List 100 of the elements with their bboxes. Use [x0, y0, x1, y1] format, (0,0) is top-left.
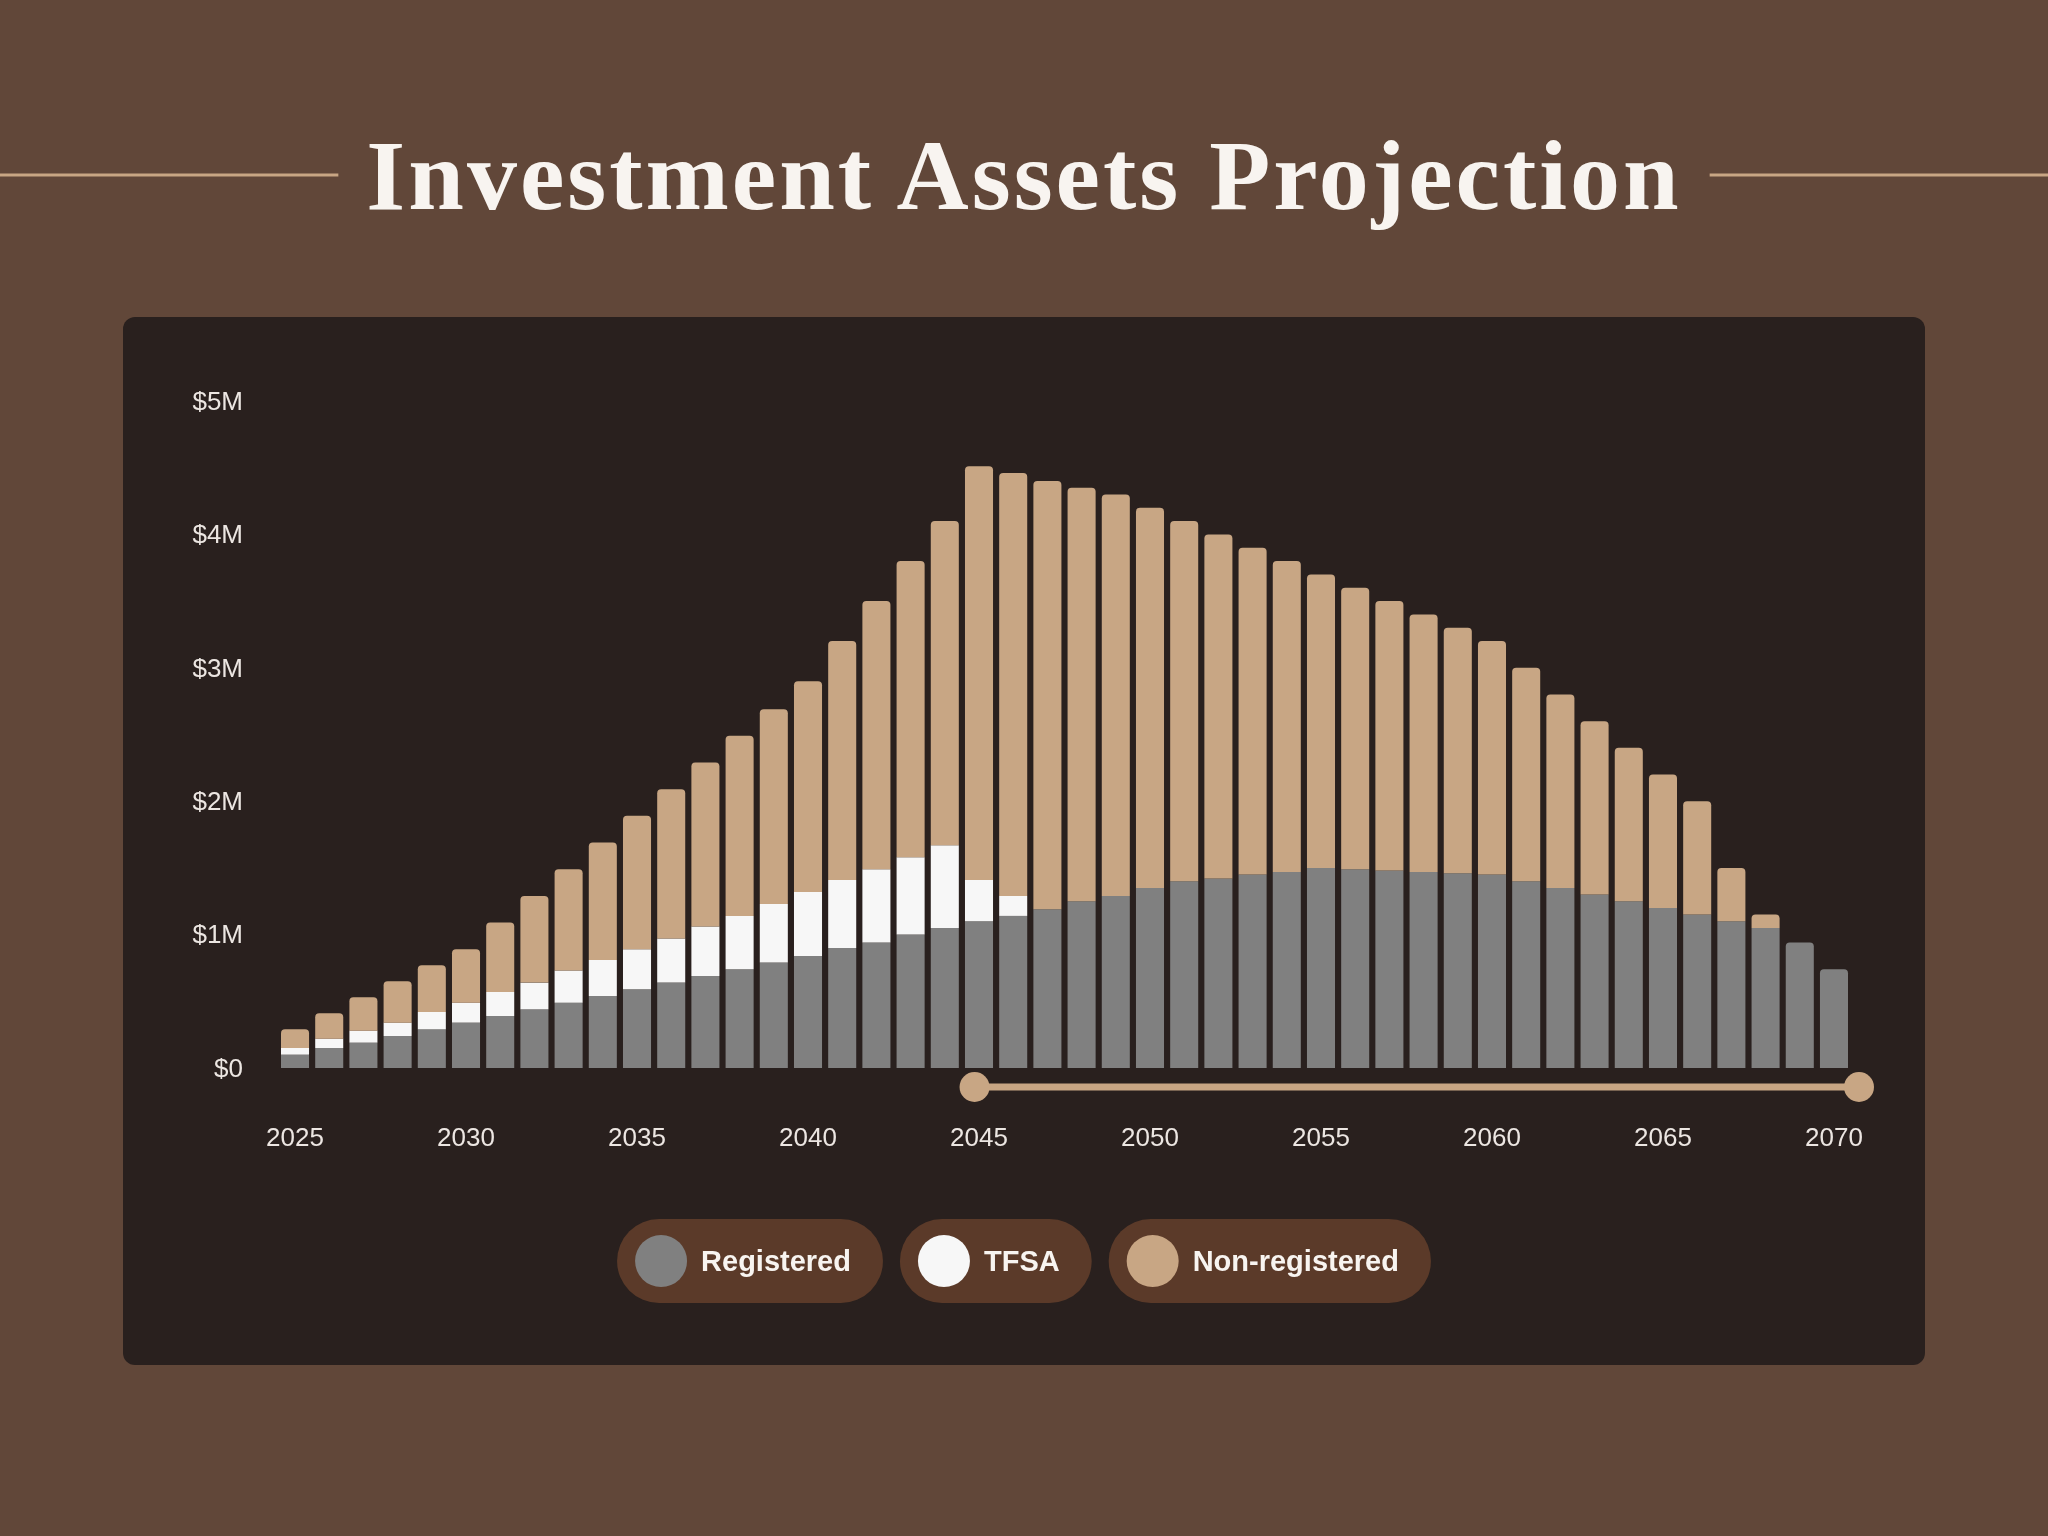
bar: [1409, 614, 1438, 872]
bar: [1170, 521, 1199, 882]
bar: [520, 1009, 549, 1068]
bar: [315, 1013, 344, 1039]
bar: [657, 789, 686, 939]
bar: [793, 891, 823, 956]
bar: [1648, 907, 1677, 1068]
bar: [1751, 927, 1780, 1068]
bar: [1683, 801, 1712, 915]
bar: [1477, 874, 1507, 1068]
bar: [588, 959, 617, 996]
bar: [691, 926, 720, 976]
x-tick-label: 2040: [779, 1122, 837, 1152]
bar: [281, 1054, 310, 1068]
bar: [1683, 914, 1712, 1068]
bar: [520, 982, 549, 1010]
bar: [1717, 867, 1746, 922]
bar: [793, 681, 823, 892]
bar: [930, 845, 959, 928]
bar: [1067, 901, 1096, 1068]
bar: [1614, 747, 1643, 902]
bar: [1546, 694, 1575, 888]
y-tick-label: $2M: [192, 786, 243, 817]
bar: [759, 962, 788, 1068]
y-tick-label: $5M: [192, 385, 243, 416]
bar: [1135, 887, 1165, 1068]
bar: [315, 1038, 344, 1048]
bar: [828, 947, 857, 1068]
bar: [691, 975, 720, 1068]
bar: [1580, 721, 1609, 895]
bar: [554, 869, 583, 971]
bar: [349, 1042, 378, 1068]
bar: [964, 466, 994, 880]
x-tick-label: 2070: [1805, 1122, 1863, 1152]
bar: [896, 934, 925, 1068]
bar: [862, 869, 891, 943]
bar: [999, 915, 1028, 1068]
bar: [1204, 878, 1233, 1068]
bar: [1614, 901, 1643, 1068]
bar: [622, 815, 652, 950]
y-tick-label: $4M: [192, 519, 243, 550]
legend-label: Registered: [701, 1245, 851, 1278]
x-tick-label: 2025: [266, 1122, 324, 1152]
bar: [1546, 887, 1575, 1068]
bar: [1443, 627, 1472, 874]
bar: [1409, 871, 1438, 1068]
legend-label: TFSA: [983, 1245, 1060, 1278]
bar: [452, 949, 481, 1003]
bar: [1204, 534, 1233, 879]
bar: [281, 1047, 310, 1055]
bar: [520, 895, 549, 983]
bar: [725, 735, 754, 916]
y-tick-label: $0: [214, 1052, 243, 1083]
bar: [622, 989, 652, 1068]
bar: [896, 857, 925, 935]
bar: [999, 895, 1028, 916]
bar: [349, 1030, 378, 1043]
bar: [1443, 873, 1472, 1068]
bar: [588, 842, 617, 960]
bar: [828, 641, 857, 880]
bar: [383, 1022, 412, 1036]
bar: [1717, 921, 1746, 1068]
bar: [793, 955, 823, 1068]
bar: [1648, 774, 1677, 908]
bar: [1135, 507, 1165, 888]
bar: [930, 927, 959, 1068]
bar: [486, 991, 515, 1016]
bar: [1512, 667, 1541, 882]
bar: [1170, 881, 1199, 1068]
y-tick-label: $3M: [192, 652, 243, 683]
bar: [759, 709, 788, 904]
bar: [1477, 641, 1507, 875]
bar: [417, 965, 446, 1012]
bar: [691, 762, 720, 927]
bar: [725, 915, 754, 970]
bar: [1033, 909, 1062, 1068]
bar: [999, 473, 1028, 896]
bar: [1033, 481, 1062, 910]
x-tick-label: 2035: [608, 1122, 666, 1152]
bar: [964, 879, 994, 922]
bar: [1580, 894, 1609, 1068]
bar: [1101, 895, 1130, 1068]
bar: [1306, 867, 1336, 1068]
legend-label: Non-registered: [1192, 1245, 1399, 1278]
bar: [315, 1047, 344, 1068]
bar: [383, 1035, 412, 1068]
bar: [1375, 870, 1404, 1068]
bar: [281, 1029, 310, 1048]
bar: [1101, 494, 1130, 896]
bar: [1375, 601, 1404, 871]
bar: [349, 997, 378, 1031]
bar: [1341, 869, 1370, 1068]
bar: [1238, 547, 1267, 875]
bar: [862, 942, 891, 1068]
x-tick-label: 2060: [1463, 1122, 1521, 1152]
bar: [554, 970, 583, 1003]
bar: [759, 903, 788, 963]
bar: [828, 879, 857, 948]
bar: [896, 561, 925, 858]
bar: [486, 1015, 515, 1068]
